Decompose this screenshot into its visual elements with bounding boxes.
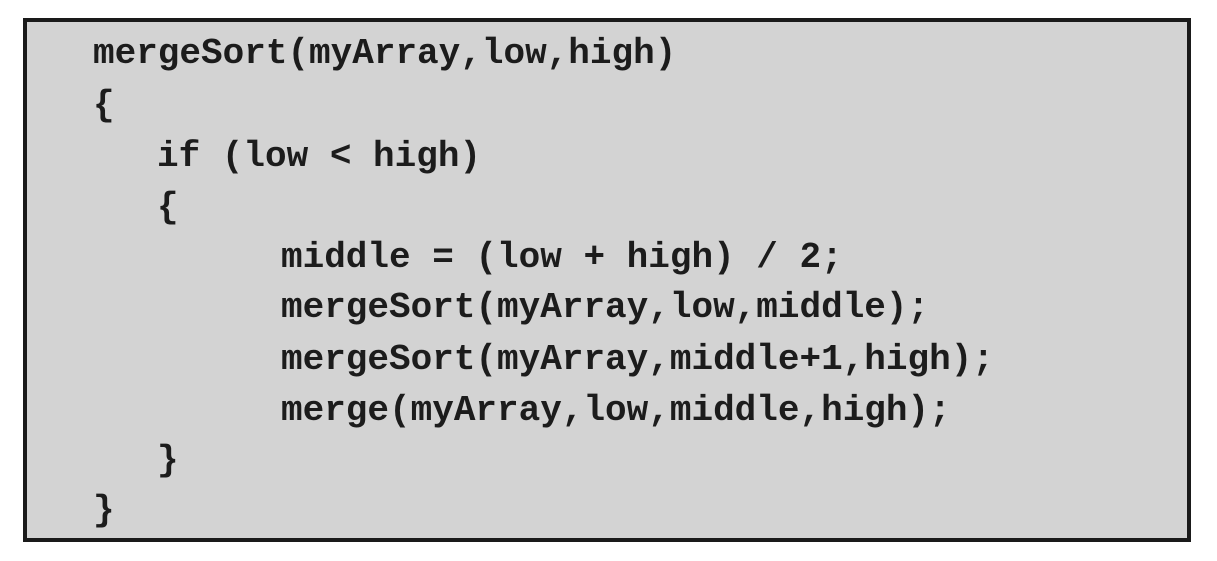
code-line-if-open-brace: {: [157, 187, 179, 228]
code-line-function-header: mergeSort(myArray,low,high): [93, 33, 677, 74]
code-line-open-brace: {: [93, 85, 115, 126]
code-line-recursive-left: mergeSort(myArray,low,middle);: [281, 287, 930, 328]
code-line-if-condition: if (low < high): [157, 136, 482, 177]
code-line-middle-assign: middle = (low + high) / 2;: [281, 237, 843, 278]
code-line-merge-call: merge(myArray,low,middle,high);: [281, 390, 951, 431]
code-line-if-close-brace: }: [157, 440, 179, 481]
code-block: mergeSort(myArray,low,high) { if (low < …: [23, 18, 1191, 542]
code-line-recursive-right: mergeSort(myArray,middle+1,high);: [281, 339, 994, 380]
code-line-close-brace: }: [93, 490, 115, 531]
